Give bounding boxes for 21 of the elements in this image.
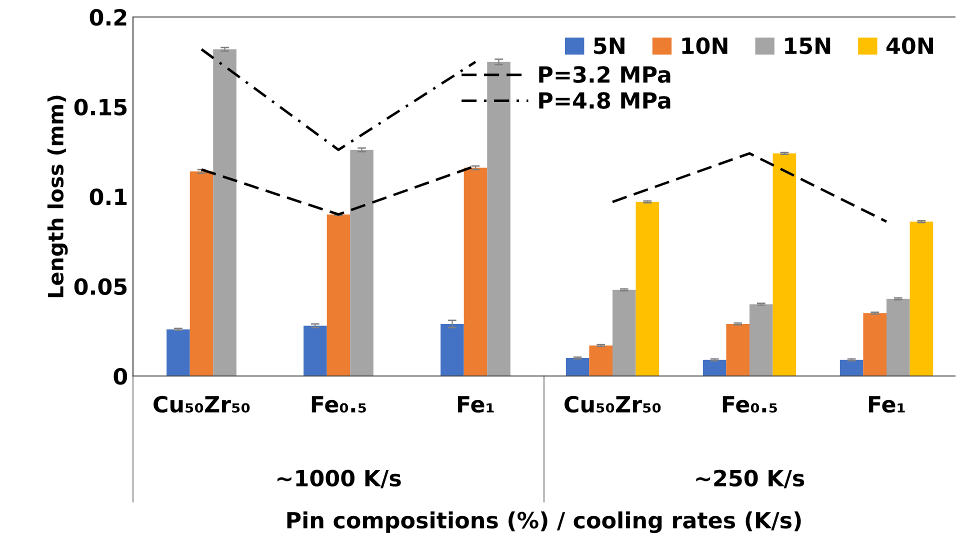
y-tick-label: 0 <box>114 368 128 385</box>
text: ~250 K/s <box>696 470 804 488</box>
legend-label: 15N <box>785 38 830 54</box>
legend-label: 40N <box>886 37 933 54</box>
legend-label: 5N <box>594 38 624 54</box>
x-tick-label: Fe₀.₅ <box>312 396 366 413</box>
y-axis-title: Length loss (mm) <box>47 96 68 298</box>
text: ~1000 K/s <box>277 470 401 488</box>
x-axis-title: Pin compositions (%) / cooling rates (K/s) <box>287 511 801 534</box>
x-tick-label: Fe₁ <box>868 396 905 413</box>
legend-label: P=3.2 MPa <box>539 66 670 83</box>
y-tick-label: 0.15 <box>74 98 127 116</box>
legend-label: 10N <box>682 37 728 54</box>
x-tick-label: Fe₀.₅ <box>722 396 777 413</box>
y-tick-label: 0.2 <box>90 8 126 26</box>
x-tick-label: Cu₅₀Zr₅₀ <box>564 396 661 413</box>
y-tick-label: 0.1 <box>90 188 127 206</box>
y-tick-label: 0.05 <box>74 278 127 296</box>
x-tick-label: Fe₁ <box>458 396 494 413</box>
legend-label: P=4.8 MPa <box>539 92 670 109</box>
x-tick-label: Cu₅₀Zr₅₀ <box>154 396 250 413</box>
